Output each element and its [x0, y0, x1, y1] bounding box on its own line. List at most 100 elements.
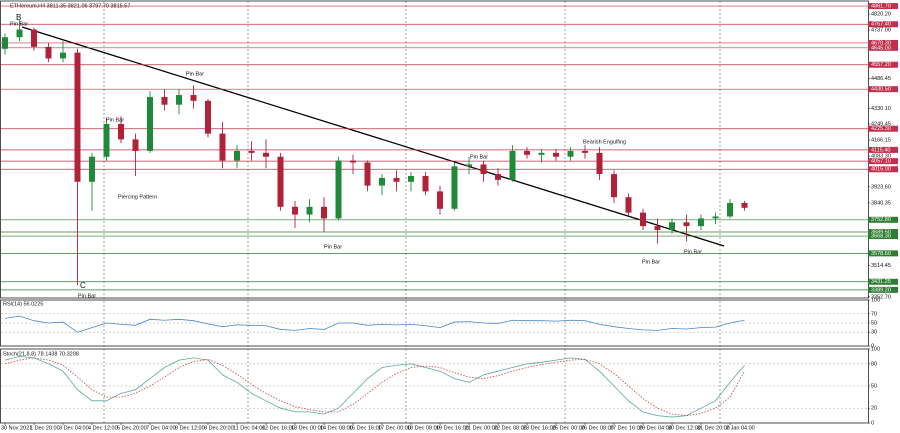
candle-body [205, 100, 211, 134]
candle-body [263, 152, 269, 157]
x-tick-label: 29 Dec 04:00 [639, 425, 672, 431]
candle-body [480, 164, 487, 175]
y-tick-label: 50 [871, 383, 877, 389]
level-tag [868, 146, 898, 153]
candle-body [712, 216, 719, 219]
annotation: Piercing Pattern [118, 194, 157, 200]
level-tag [868, 250, 898, 257]
candle-body [161, 96, 168, 105]
level-label: 3431.25 [871, 279, 891, 285]
level-tag [868, 228, 898, 235]
candle-body [16, 29, 23, 38]
y-tick-label: 20 [871, 406, 877, 412]
level-label: 4430.50 [871, 87, 891, 93]
candle-body [335, 160, 342, 219]
candle-body [727, 202, 733, 217]
level-tag [868, 21, 898, 28]
x-tick-label: 26 Dec 08:00 [581, 425, 614, 431]
x-tick-label: 8 Dec 12:00 [175, 425, 205, 431]
candle-body [509, 150, 516, 180]
candle-body [364, 162, 371, 186]
candle-body [321, 206, 327, 219]
candle-body [350, 160, 356, 163]
level-tag [868, 39, 898, 46]
candle-body [147, 96, 153, 151]
x-tick-label: 23 Dec 16:00 [523, 425, 556, 431]
y-tick-label: 3840.35 [871, 200, 891, 206]
candle-body [538, 152, 545, 155]
series-line [4, 355, 745, 418]
y-tick-label: 3514.45 [871, 263, 891, 269]
candle-body [89, 156, 95, 182]
candle-body [437, 191, 443, 209]
x-tick-label: 15 Dec 16:00 [349, 425, 382, 431]
y-tick-label: 0 [871, 420, 874, 426]
x-tick-label: 7 Dec 04:00 [146, 425, 176, 431]
candle-body [103, 123, 110, 157]
candle-body [451, 166, 458, 209]
x-tick-label: 2 Jan 04:00 [726, 425, 755, 431]
y-tick-label: 3923.60 [871, 184, 891, 190]
level-tag [868, 166, 898, 173]
y-tick-label: 70 [871, 311, 877, 317]
candle-body [248, 150, 255, 153]
candle-body [234, 150, 240, 161]
x-tick-label: 17 Dec 00:00 [378, 425, 411, 431]
y-tick-label: 4820.20 [871, 12, 891, 18]
x-tick-label: 9 Dec 20:00 [204, 425, 234, 431]
series-line [4, 315, 745, 333]
x-tick-label: 14 Dec 08:00 [320, 425, 353, 431]
x-tick-label: 30 Nov 2021 [1, 425, 32, 431]
chart-title: ETHereum,H4 3811.35 3821.06 3797.70 3815… [10, 3, 130, 9]
x-tick-label: 1 Dec 20:00 [30, 425, 60, 431]
level-tag [868, 278, 898, 285]
y-tick-label: 100 [871, 346, 880, 352]
x-tick-label: 18 Dec 08:00 [407, 425, 440, 431]
annotation: Pin Bar [642, 259, 660, 265]
x-tick-label: 4 Dec 12:00 [88, 425, 118, 431]
annotation: Pin Bar [470, 154, 488, 160]
level-tag [868, 286, 898, 293]
y-tick-label: 0 [871, 343, 874, 349]
candle-body [466, 164, 472, 167]
level-tag [868, 233, 898, 240]
candle-body [60, 52, 66, 59]
candle-body [118, 123, 124, 140]
candle-body [219, 133, 226, 161]
candle-body [640, 212, 646, 227]
level-label: 4225.30 [871, 126, 891, 132]
level-tag [868, 86, 898, 93]
y-tick-label: 80 [871, 361, 877, 367]
x-tick-label: 5 Dec 20:00 [117, 425, 147, 431]
level-label: 3752.80 [871, 217, 891, 223]
x-tick-label: 3 Dec 04:00 [59, 425, 89, 431]
x-tick-label: 25 Dec 00:00 [552, 425, 585, 431]
level-label: 4557.20 [871, 62, 891, 68]
level-tag [868, 125, 898, 132]
candle-body [292, 206, 298, 215]
candle-body [741, 202, 748, 208]
x-tick-label: 21 Dec 00:00 [465, 425, 498, 431]
y-tick-label: 4486.45 [871, 76, 891, 82]
x-tick-label: 22 Dec 08:00 [494, 425, 527, 431]
x-tick-label: 27 Dec 16:00 [610, 425, 643, 431]
level-tag [868, 3, 898, 10]
annotation: C [80, 281, 86, 290]
annotation: Pin Bar [324, 244, 342, 250]
level-label: 4115.40 [871, 147, 890, 153]
level-label: 4670.30 [871, 40, 891, 46]
candle-body [74, 52, 81, 182]
level-label: 3389.20 [871, 287, 891, 293]
level-tag [868, 158, 898, 165]
candle-body [2, 37, 8, 49]
rsi-title: RSI(14) 56.0225 [3, 301, 43, 307]
candle-body [176, 95, 182, 105]
y-tick-label: 4083.30 [871, 154, 891, 160]
candle-body [393, 177, 400, 182]
candle-body [553, 152, 559, 157]
candle-body [654, 226, 661, 230]
candle-body [495, 174, 501, 180]
x-tick-label: 30 Dec 12:00 [668, 425, 701, 431]
y-tick-label: 4249.45 [871, 122, 891, 128]
candle-body [277, 156, 284, 207]
